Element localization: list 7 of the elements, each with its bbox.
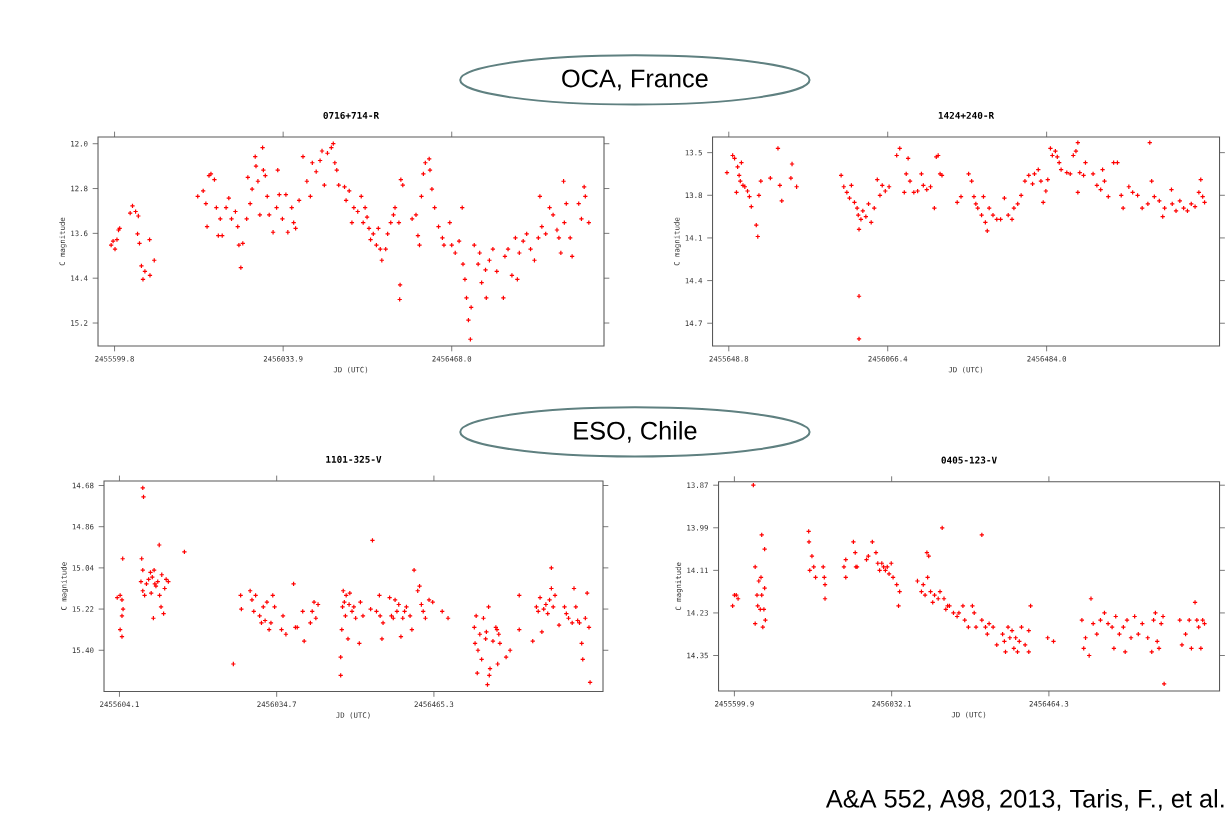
text: A&A 552, A98, 2013, Taris, F., et al.: [825, 789, 1224, 811]
chart-title: 0716+714-R: [323, 111, 380, 119]
text: OCA, France: [562, 69, 708, 91]
chart-title: 1424+240-R: [938, 111, 995, 119]
chart-title: 0405-123-V: [941, 456, 997, 464]
text: ESO, Chile: [574, 421, 697, 443]
chart-title: 1101-325-V: [326, 455, 382, 463]
